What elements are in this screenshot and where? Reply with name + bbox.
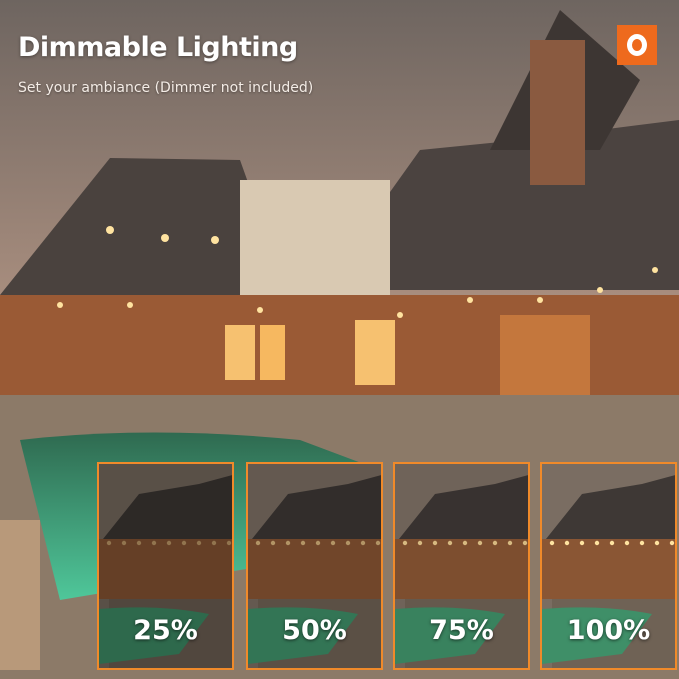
thumbnail-photo [248, 464, 381, 668]
logo-ring-icon [627, 34, 647, 56]
brightness-label: 75% [429, 615, 494, 646]
brightness-thumbnail-25: 25% [97, 462, 234, 670]
thumbnail-photo [99, 464, 232, 668]
brightness-label: 50% [282, 615, 347, 646]
brightness-thumbnail-75: 75% [393, 462, 530, 670]
brightness-label: 25% [133, 615, 198, 646]
brightness-thumbnail-50: 50% [246, 462, 383, 670]
thumbnail-photo [395, 464, 528, 668]
thumbnail-photo [542, 464, 675, 668]
brightness-label: 100% [566, 615, 651, 646]
subheadline: Set your ambiance (Dimmer not included) [18, 80, 314, 96]
headline: Dimmable Lighting [18, 32, 298, 63]
brand-logo [617, 25, 657, 65]
brightness-thumbnail-100: 100% [540, 462, 677, 670]
